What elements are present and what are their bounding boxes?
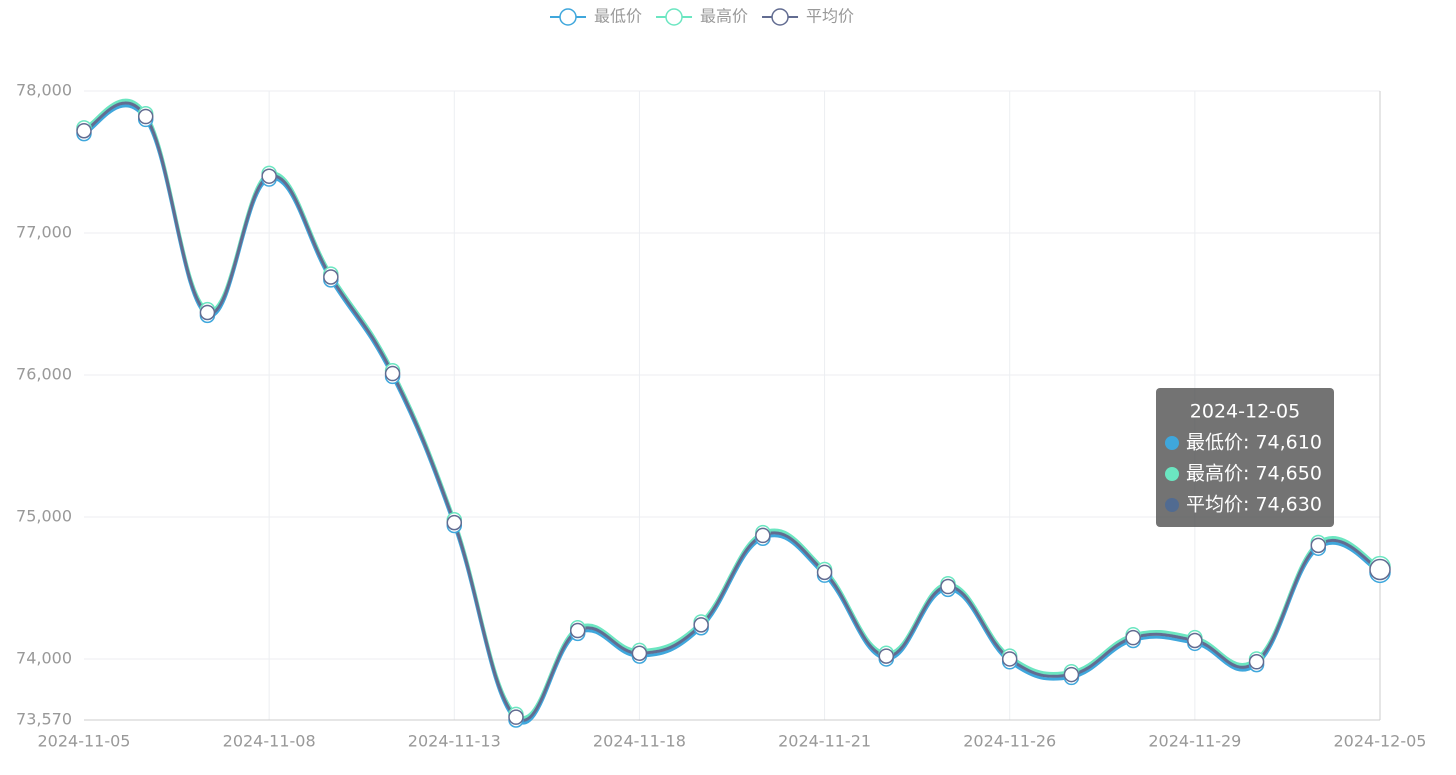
y-tick-label: 77,000	[16, 222, 72, 241]
y-tick-label: 78,000	[16, 81, 72, 100]
point	[76, 123, 92, 139]
point	[137, 108, 154, 125]
legend-item: 最高价	[656, 7, 748, 26]
point	[1125, 629, 1141, 646]
tooltip-line: 最低价: 74,610	[1186, 432, 1322, 454]
x-tick-label: 2024-11-08	[223, 732, 316, 751]
tooltip-box	[1156, 388, 1334, 527]
point	[878, 648, 895, 664]
point	[1248, 654, 1265, 670]
legend-item: 平均价	[762, 7, 854, 26]
point	[755, 527, 771, 544]
x-tick-label: 2024-11-26	[963, 732, 1056, 751]
y-tick-label: 75,000	[16, 506, 72, 525]
point	[1187, 632, 1203, 649]
point	[199, 304, 216, 321]
tooltip-dot	[1165, 436, 1179, 450]
tooltip-dot	[1165, 467, 1179, 481]
legend-symbol	[665, 8, 683, 26]
x-tick-label: 2024-11-05	[38, 732, 131, 751]
point	[1310, 537, 1327, 554]
x-tick-label: 2024-11-18	[593, 732, 686, 751]
legend-symbol	[559, 8, 577, 26]
point	[384, 365, 401, 382]
tooltip: 2024-12-05 最低价: 74,610 最高价: 74,650 平均价: 74,…	[1156, 388, 1334, 527]
y-tick-label: 74,000	[16, 648, 72, 667]
x-tick-label: 2024-11-13	[408, 732, 501, 751]
point	[508, 709, 524, 725]
point	[1063, 666, 1080, 683]
legend-label: 平均价	[806, 7, 854, 26]
point	[940, 578, 956, 595]
point	[1369, 558, 1391, 581]
legend-label: 最高价	[700, 7, 748, 26]
point	[323, 269, 339, 285]
legend-item: 最低价	[550, 7, 642, 26]
point	[693, 617, 709, 633]
y-tick-label: 73,570	[16, 710, 72, 729]
point	[261, 168, 277, 184]
point	[569, 622, 586, 639]
tooltip-line: 平均价: 74,630	[1186, 494, 1322, 516]
tooltip-dot	[1165, 498, 1179, 512]
x-tick-label: 2024-12-05	[1334, 732, 1427, 751]
x-tick-label: 2024-11-21	[778, 732, 871, 751]
point	[631, 645, 648, 662]
point	[446, 514, 463, 531]
y-tick-label: 76,000	[16, 364, 72, 383]
point	[1001, 651, 1018, 667]
point	[816, 564, 833, 581]
legend-label: 最低价	[594, 7, 642, 26]
tooltip-line: 最高价: 74,650	[1186, 463, 1322, 485]
tooltip-title: 2024-12-05	[1190, 401, 1300, 423]
legend-symbol	[771, 8, 789, 26]
x-tick-label: 2024-11-29	[1148, 732, 1241, 751]
